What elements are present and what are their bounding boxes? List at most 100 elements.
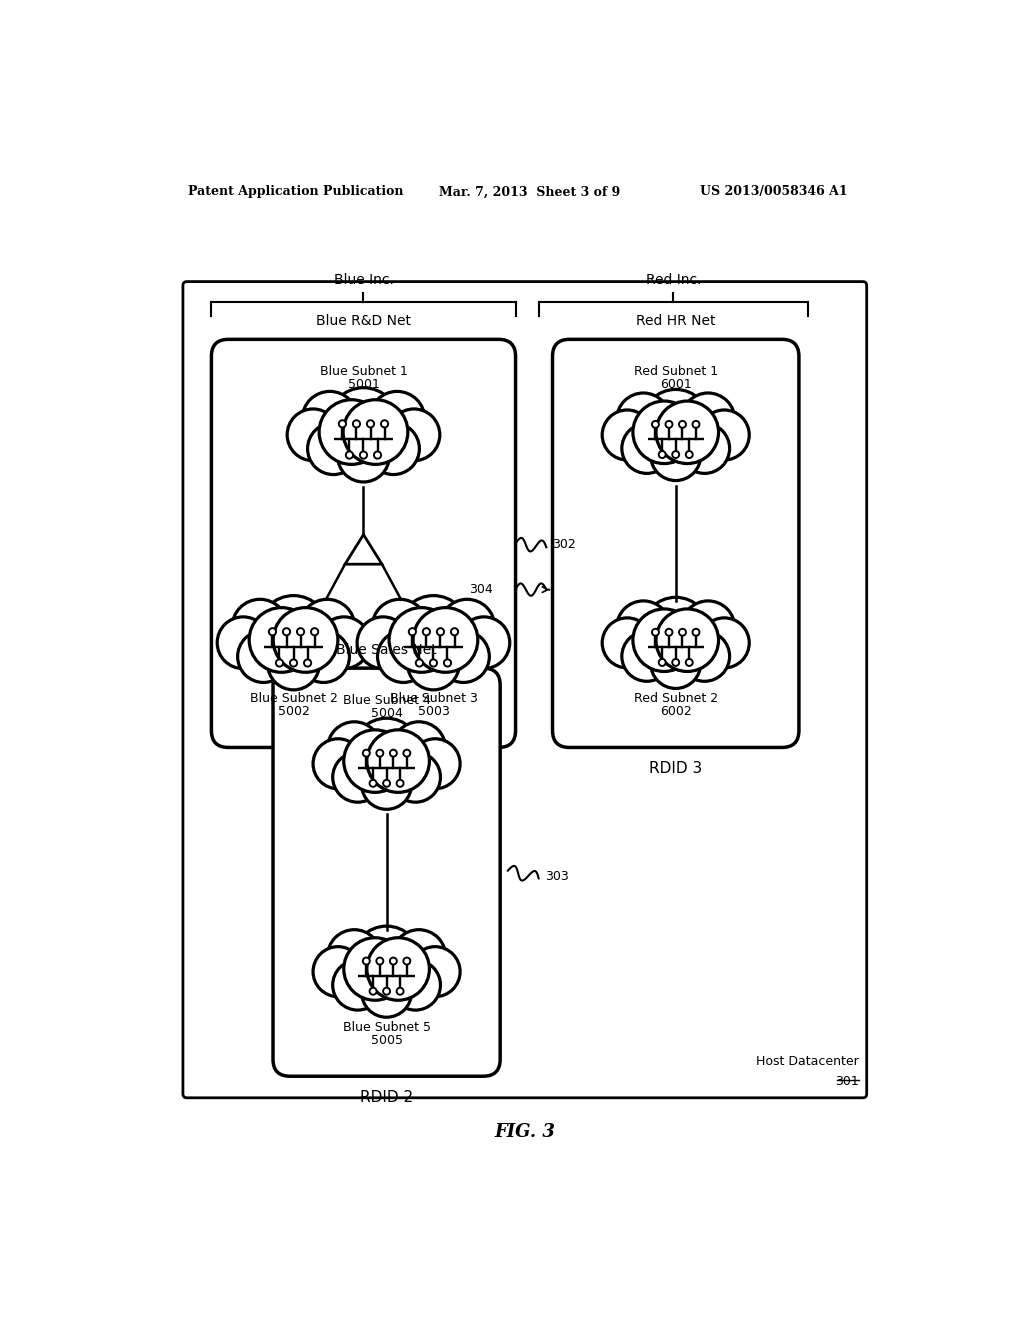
Circle shape (333, 960, 383, 1010)
Text: 304: 304 (469, 583, 493, 597)
Text: Mar. 7, 2013  Sheet 3 of 9: Mar. 7, 2013 Sheet 3 of 9 (438, 185, 620, 198)
Text: RDID 1: RDID 1 (337, 762, 390, 776)
Circle shape (299, 599, 355, 655)
Circle shape (383, 987, 390, 995)
Circle shape (672, 451, 679, 458)
Circle shape (359, 451, 367, 458)
Text: Red HR Net: Red HR Net (636, 314, 716, 327)
Circle shape (403, 750, 411, 756)
Circle shape (389, 607, 454, 672)
Circle shape (692, 628, 699, 636)
Circle shape (368, 422, 420, 475)
Circle shape (430, 660, 437, 667)
Circle shape (409, 628, 416, 635)
Circle shape (232, 599, 288, 655)
Circle shape (423, 628, 430, 635)
Circle shape (357, 616, 409, 669)
Circle shape (370, 392, 425, 447)
Circle shape (283, 628, 290, 635)
Circle shape (352, 927, 421, 994)
Circle shape (616, 393, 670, 446)
Circle shape (616, 601, 670, 655)
Circle shape (361, 968, 412, 1018)
Circle shape (622, 424, 672, 474)
Circle shape (681, 601, 735, 655)
Circle shape (437, 631, 489, 682)
Circle shape (680, 424, 730, 474)
Circle shape (374, 451, 381, 458)
Circle shape (633, 401, 695, 463)
Text: 303: 303 (545, 870, 568, 883)
Circle shape (390, 750, 397, 756)
Circle shape (338, 430, 389, 482)
Circle shape (437, 628, 444, 635)
Text: Red Inc.: Red Inc. (646, 273, 701, 286)
FancyBboxPatch shape (273, 668, 500, 1076)
Circle shape (410, 739, 460, 789)
Circle shape (658, 659, 666, 665)
Circle shape (249, 607, 314, 672)
Circle shape (238, 631, 290, 682)
Circle shape (275, 660, 283, 667)
Text: RDID 3: RDID 3 (649, 762, 702, 776)
Text: 5003: 5003 (418, 705, 450, 718)
Circle shape (679, 628, 686, 636)
Text: 5004: 5004 (371, 706, 402, 719)
Circle shape (666, 421, 673, 428)
Circle shape (378, 631, 429, 682)
Circle shape (346, 451, 353, 458)
Circle shape (451, 628, 458, 635)
Text: Blue Subnet 2: Blue Subnet 2 (250, 692, 338, 705)
FancyBboxPatch shape (211, 339, 515, 747)
Circle shape (408, 638, 460, 690)
Circle shape (699, 618, 750, 668)
Circle shape (396, 780, 403, 787)
Circle shape (318, 616, 370, 669)
Circle shape (328, 722, 381, 775)
Circle shape (652, 421, 658, 428)
Circle shape (377, 957, 383, 965)
Circle shape (269, 628, 276, 635)
Circle shape (362, 750, 370, 756)
Circle shape (656, 401, 719, 463)
Circle shape (398, 595, 469, 665)
Circle shape (370, 780, 377, 787)
Text: 302: 302 (553, 539, 577, 552)
Circle shape (302, 392, 357, 447)
Circle shape (339, 420, 346, 428)
Circle shape (602, 411, 652, 459)
Circle shape (367, 937, 429, 1001)
Circle shape (258, 595, 329, 665)
Text: Blue Subnet 3: Blue Subnet 3 (389, 692, 477, 705)
Circle shape (353, 420, 360, 428)
Text: Red Subnet 2: Red Subnet 2 (634, 692, 718, 705)
Text: Red Subnet 1: Red Subnet 1 (634, 364, 718, 378)
Circle shape (666, 628, 673, 636)
Circle shape (658, 451, 666, 458)
Text: 5001: 5001 (347, 378, 380, 391)
Circle shape (680, 631, 730, 681)
Text: Host Datacenter: Host Datacenter (757, 1056, 859, 1068)
Circle shape (650, 639, 700, 689)
Circle shape (370, 987, 377, 995)
Circle shape (383, 780, 390, 787)
Text: Blue Subnet 1: Blue Subnet 1 (319, 364, 408, 378)
Text: 6002: 6002 (659, 705, 691, 718)
Circle shape (311, 628, 318, 635)
Circle shape (390, 960, 440, 1010)
Circle shape (413, 607, 478, 672)
Circle shape (681, 393, 735, 446)
Text: 5002: 5002 (278, 705, 309, 718)
Circle shape (396, 987, 403, 995)
Text: 5005: 5005 (371, 1034, 402, 1047)
Circle shape (458, 616, 510, 669)
Circle shape (377, 750, 383, 756)
Circle shape (298, 631, 349, 682)
Circle shape (652, 628, 658, 636)
Circle shape (343, 400, 408, 465)
Circle shape (642, 598, 710, 665)
Circle shape (633, 609, 695, 672)
Circle shape (273, 607, 338, 672)
Circle shape (290, 660, 297, 667)
Circle shape (344, 937, 407, 1001)
